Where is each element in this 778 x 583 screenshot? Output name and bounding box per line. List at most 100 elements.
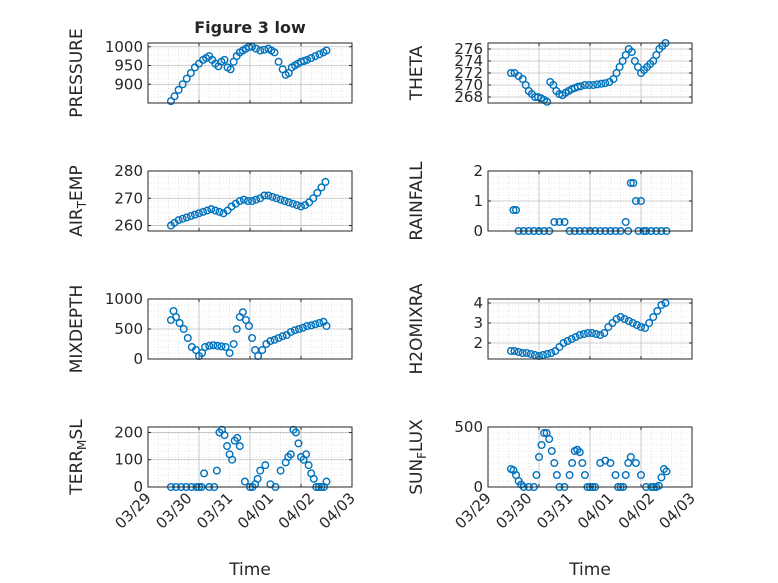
data-point	[555, 343, 564, 352]
data-point	[545, 435, 554, 444]
y-tick-label: 272	[454, 64, 483, 82]
data-point	[182, 213, 191, 222]
data-point	[530, 351, 539, 360]
data-point	[182, 74, 191, 83]
y-tick-label: 4	[473, 294, 483, 312]
data-point	[274, 57, 283, 66]
data-point	[512, 205, 521, 214]
y-tick-label: 0	[133, 350, 143, 368]
data-point	[186, 211, 195, 220]
data-point	[662, 467, 671, 476]
data-point	[518, 74, 527, 83]
data-point	[579, 330, 588, 339]
y-tick-label: 280	[114, 162, 143, 180]
y-tick-label: 270	[454, 76, 483, 94]
data-point	[313, 188, 322, 197]
data-point	[220, 55, 229, 64]
data-point	[649, 313, 658, 322]
data-point	[535, 453, 544, 462]
data-point	[637, 196, 646, 205]
data-point	[290, 326, 299, 335]
x-axis-label: Time	[228, 560, 271, 580]
data-point	[244, 322, 253, 331]
data-point	[317, 183, 326, 192]
data-point	[183, 334, 192, 343]
data-point	[172, 313, 181, 322]
data-point	[223, 442, 232, 451]
data-point	[631, 196, 640, 205]
data-point	[212, 466, 221, 475]
y-tick-label: 0	[473, 222, 483, 240]
data-point	[629, 178, 638, 187]
data-point	[201, 343, 210, 352]
y-axis-label: AIRTEMP	[67, 165, 89, 236]
data-point	[284, 198, 293, 207]
y-tick-label: 900	[114, 75, 143, 93]
data-point	[209, 341, 218, 350]
data-point	[575, 448, 584, 457]
y-tick-label: 2	[473, 334, 483, 352]
data-point	[241, 316, 250, 325]
data-point	[578, 459, 587, 468]
data-point	[637, 471, 646, 480]
data-point	[226, 65, 235, 74]
subplot-h2omixra: 2 3 4 H2OMIXRA	[407, 283, 693, 375]
data-point	[194, 209, 203, 218]
data-point	[264, 191, 273, 200]
data-point	[311, 320, 320, 329]
y-axis-label: TERRMSL	[67, 419, 89, 496]
data-point	[198, 349, 207, 358]
data-point	[174, 85, 183, 94]
data-point	[243, 196, 252, 205]
y-tick-label: 270	[114, 189, 143, 207]
data-point	[568, 459, 577, 468]
subplot-mixdepth: 0 500 1000 MIXDEPTH	[67, 285, 353, 373]
data-point	[225, 349, 234, 358]
data-point	[563, 337, 572, 346]
data-point	[637, 323, 646, 332]
data-point	[175, 319, 184, 328]
y-axis-label: THETA	[407, 45, 427, 101]
data-point	[256, 466, 265, 475]
data-point	[305, 198, 314, 207]
data-point	[547, 447, 556, 456]
y-tick-label: 260	[114, 217, 143, 235]
data-point	[518, 349, 527, 358]
data-point	[522, 349, 531, 358]
data-point	[620, 315, 629, 324]
data-point	[178, 80, 187, 89]
data-point	[304, 461, 313, 470]
data-point	[506, 347, 515, 356]
data-point	[266, 337, 275, 346]
data-point	[220, 431, 229, 440]
data-point	[288, 199, 297, 208]
data-point	[252, 195, 261, 204]
data-point	[612, 68, 621, 77]
data-point	[260, 191, 269, 200]
data-point	[621, 51, 630, 60]
y-tick-label: 268	[454, 88, 483, 106]
data-point	[532, 471, 541, 480]
data-point	[653, 307, 662, 316]
data-point	[309, 474, 318, 483]
data-point	[606, 459, 615, 468]
data-point	[303, 55, 312, 64]
data-point	[611, 471, 620, 480]
data-point	[571, 333, 580, 342]
data-point	[322, 46, 331, 55]
data-point	[223, 206, 232, 215]
data-point	[270, 48, 279, 57]
y-axis-label: RAINFALL	[407, 161, 427, 241]
x-axis-label: Time	[568, 560, 611, 580]
data-point	[292, 201, 301, 210]
y-tick-label: 1000	[105, 290, 143, 308]
data-point	[596, 331, 605, 340]
data-point	[280, 196, 289, 205]
data-point	[597, 79, 606, 88]
data-point	[645, 319, 654, 328]
data-point	[618, 57, 627, 66]
y-tick-label: 500	[114, 320, 143, 338]
data-point	[593, 80, 602, 89]
data-point	[252, 44, 261, 53]
